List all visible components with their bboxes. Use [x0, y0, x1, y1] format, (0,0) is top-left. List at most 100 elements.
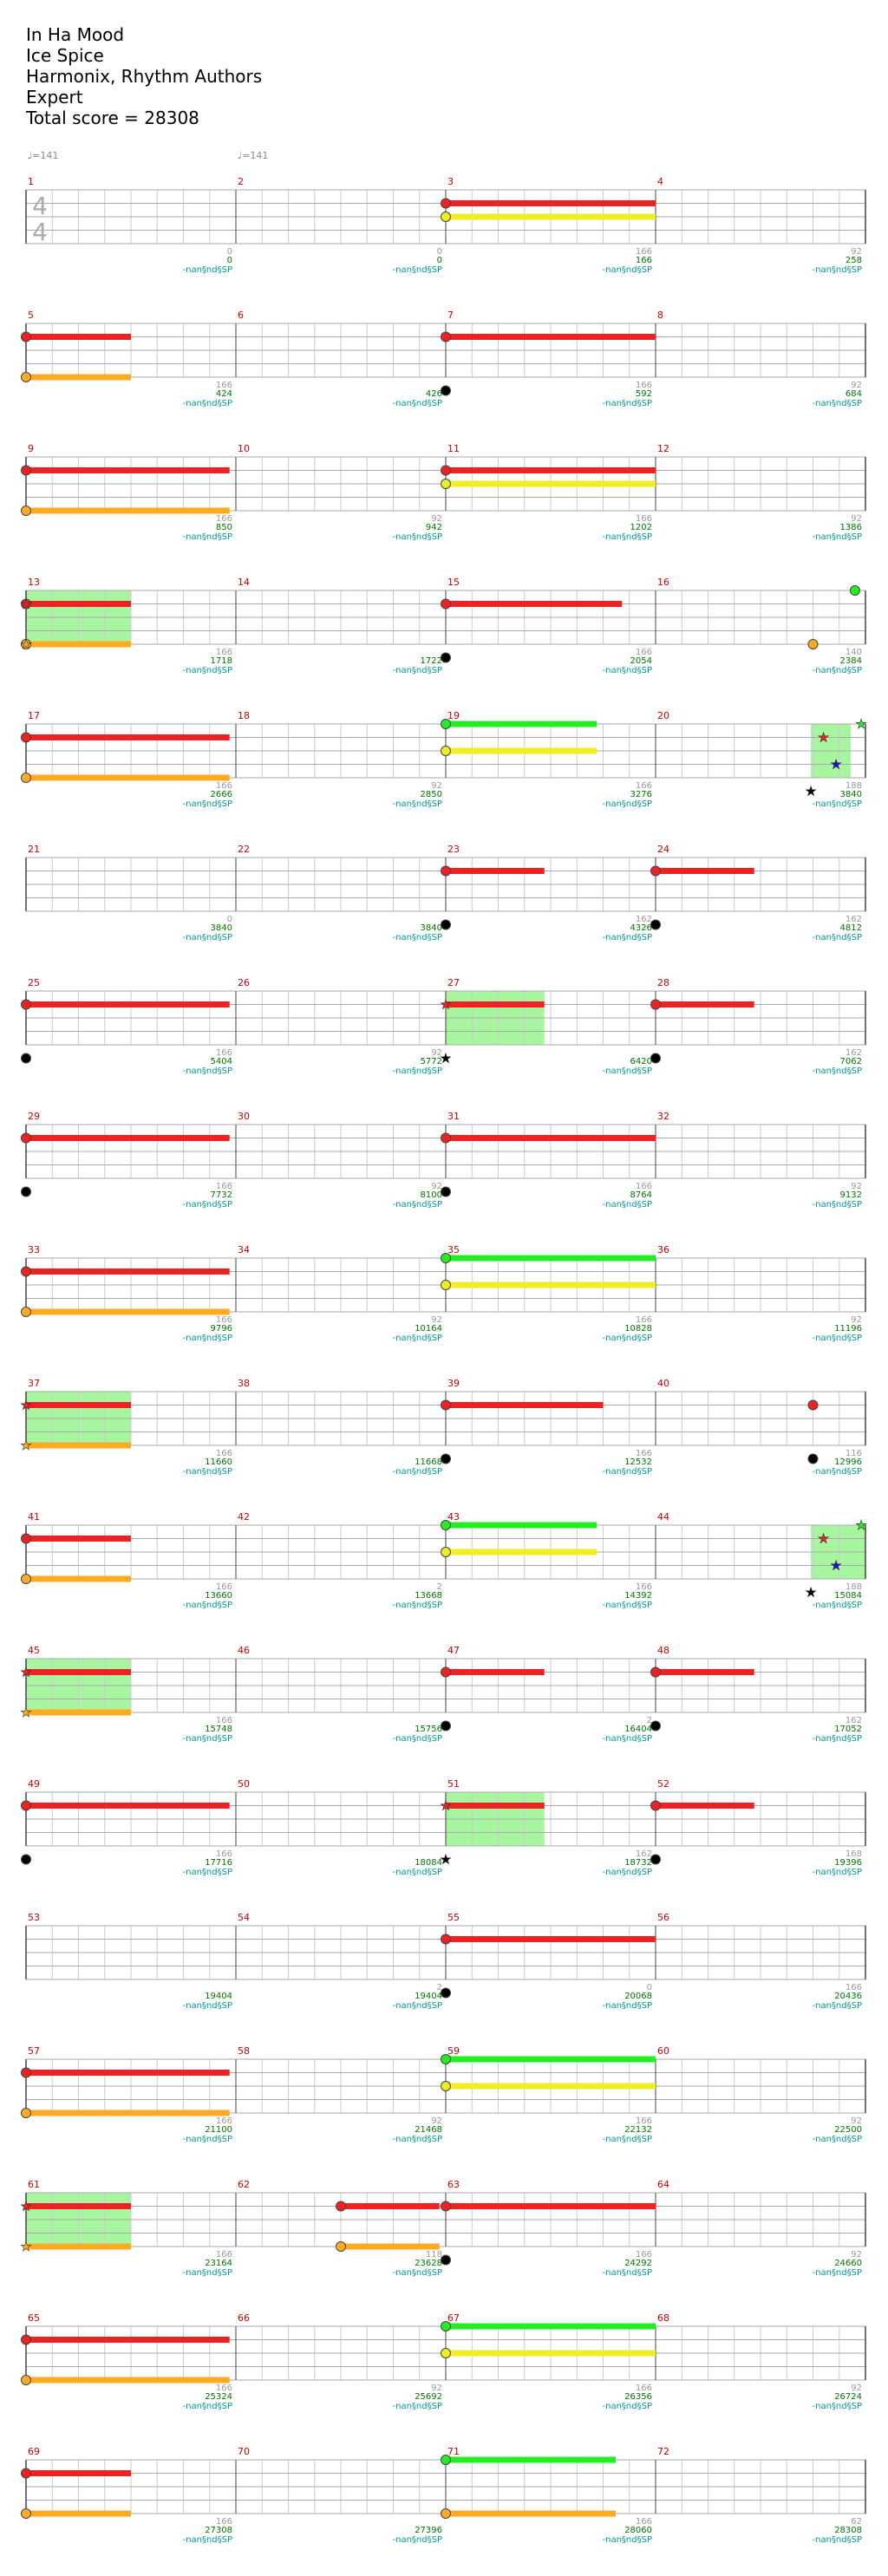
measure-number: 30	[238, 1111, 250, 1122]
sp-label: -nan§nd§SP	[183, 399, 232, 408]
note-gem	[21, 505, 31, 516]
star-note: ★	[20, 1665, 31, 1680]
note-gem	[21, 465, 31, 476]
sp-label: -nan§nd§SP	[603, 1601, 652, 1610]
measure-score: 15748	[205, 1725, 232, 1734]
note-count: 166	[636, 2250, 652, 2260]
sp-label: -nan§nd§SP	[603, 1467, 652, 1477]
measure-score: 3840	[840, 790, 862, 799]
note-count: 166	[216, 2116, 232, 2126]
staff-row: 53 54 55 5619404-nan§nd§SP219404-nan§nd§SP0…	[25, 1912, 866, 2011]
measure-number: 46	[238, 1645, 250, 1656]
sp-label: -nan§nd§SP	[183, 1868, 232, 1877]
note-count: 0	[227, 247, 232, 257]
measure-number: 10	[238, 443, 250, 454]
song-header: In Ha Mood Ice Spice Harmonix, Rhythm Au…	[26, 24, 262, 128]
note-count: 92	[851, 2116, 862, 2126]
measure-score: 9132	[840, 1190, 862, 1200]
sp-label: -nan§nd§SP	[393, 666, 442, 675]
sp-label: -nan§nd§SP	[603, 1734, 652, 1744]
measure-score: 15084	[834, 1591, 862, 1601]
sp-label: -nan§nd§SP	[813, 399, 862, 408]
note-gem	[441, 1253, 451, 1263]
star-note: ★	[830, 1558, 841, 1574]
note-gem	[21, 1132, 31, 1144]
measure-number: 39	[447, 1378, 460, 1389]
measure-score: 25324	[205, 2392, 232, 2402]
note-gem	[441, 198, 451, 209]
sp-label: -nan§nd§SP	[813, 1868, 862, 1877]
measure-score: 22132	[624, 2125, 652, 2135]
tempo-marker: ♩=141	[238, 150, 268, 161]
staff-row: 65 66 67 6816625324-nan§nd§SP9225692-nan§nd…	[21, 2312, 866, 2411]
measure-score: 27308	[205, 2526, 232, 2535]
staff-row: 1 2 3 44400-nan§nd§SP00-nan§nd§SP166166-nan…	[25, 176, 866, 275]
note-count: 92	[431, 781, 442, 791]
tempo-marker: ♩=141	[28, 150, 58, 161]
note-gem	[441, 212, 451, 222]
note-count: 166	[216, 648, 232, 657]
note-count: 92	[431, 2384, 442, 2393]
note-gem	[21, 598, 31, 610]
sp-label: -nan§nd§SP	[813, 2268, 862, 2278]
sp-label: -nan§nd§SP	[393, 799, 442, 809]
note-count: 166	[216, 2384, 232, 2393]
time-signature-bottom: 4	[32, 218, 48, 246]
measure-score: 166	[636, 256, 652, 265]
note-gem	[849, 585, 860, 596]
measure-number: 43	[447, 1511, 460, 1523]
measure-score: 13668	[415, 1591, 442, 1601]
measure-score: 9796	[211, 1324, 232, 1334]
staff-row: 33 34 35 361669796-nan§nd§SP9210164-nan§nd§…	[21, 1244, 866, 1343]
note-count: 166	[216, 514, 232, 524]
sp-label: -nan§nd§SP	[183, 933, 232, 942]
note-count: 166	[636, 1449, 652, 1458]
sp-label: -nan§nd§SP	[183, 1601, 232, 1610]
song-title: In Ha Mood	[26, 24, 125, 45]
note-gem	[441, 919, 451, 930]
note-count: 166	[216, 1849, 232, 1859]
note-gem	[441, 746, 451, 756]
measure-number: 14	[238, 577, 250, 588]
star-note: ★	[20, 1438, 31, 1453]
measure-number: 54	[238, 1912, 250, 1923]
sp-label: -nan§nd§SP	[813, 2001, 862, 2011]
measure-number: 23	[447, 844, 460, 855]
measure-score: 592	[636, 389, 652, 399]
measure-number: 12	[657, 443, 669, 454]
sp-label: -nan§nd§SP	[603, 2268, 652, 2278]
measure-score: 11660	[205, 1458, 232, 1467]
measure-score: 24292	[624, 2259, 652, 2268]
star-note: ★	[855, 1517, 866, 1533]
sp-label: -nan§nd§SP	[183, 1334, 232, 1343]
measure-score: 19404	[415, 1992, 442, 2001]
measure-score: 3276	[630, 790, 652, 799]
note-gem	[650, 919, 661, 930]
sp-label: -nan§nd§SP	[603, 265, 652, 275]
sp-label: -nan§nd§SP	[813, 1334, 862, 1343]
note-gem	[441, 465, 451, 476]
measure-score: 10828	[624, 1324, 652, 1334]
sp-label: -nan§nd§SP	[183, 2001, 232, 2011]
measure-score: 12532	[624, 1458, 652, 1467]
measure-score: 2666	[211, 790, 232, 799]
sp-label: -nan§nd§SP	[393, 1734, 442, 1744]
measure-number: 2	[238, 176, 244, 187]
star-note: ★	[440, 1798, 451, 1814]
note-gem	[441, 479, 451, 489]
note-gem	[441, 1186, 451, 1197]
note-count: 92	[851, 247, 862, 257]
measure-score: 17716	[205, 1858, 232, 1868]
measure-number: 20	[657, 710, 669, 721]
note-gem	[21, 1533, 31, 1544]
staff-row: 61 62 63 64★★16623164-nan§nd§SP11823628-nan…	[20, 2179, 866, 2278]
sp-label: -nan§nd§SP	[393, 2535, 442, 2545]
star-note: ★	[855, 716, 866, 732]
note-gem	[650, 1800, 661, 1811]
measure-number: 18	[238, 710, 250, 721]
note-gem	[21, 1574, 31, 1584]
note-count: 166	[636, 247, 652, 257]
note-count: 188	[846, 781, 862, 791]
note-gem	[21, 1307, 31, 1317]
measure-number: 6	[238, 310, 244, 321]
